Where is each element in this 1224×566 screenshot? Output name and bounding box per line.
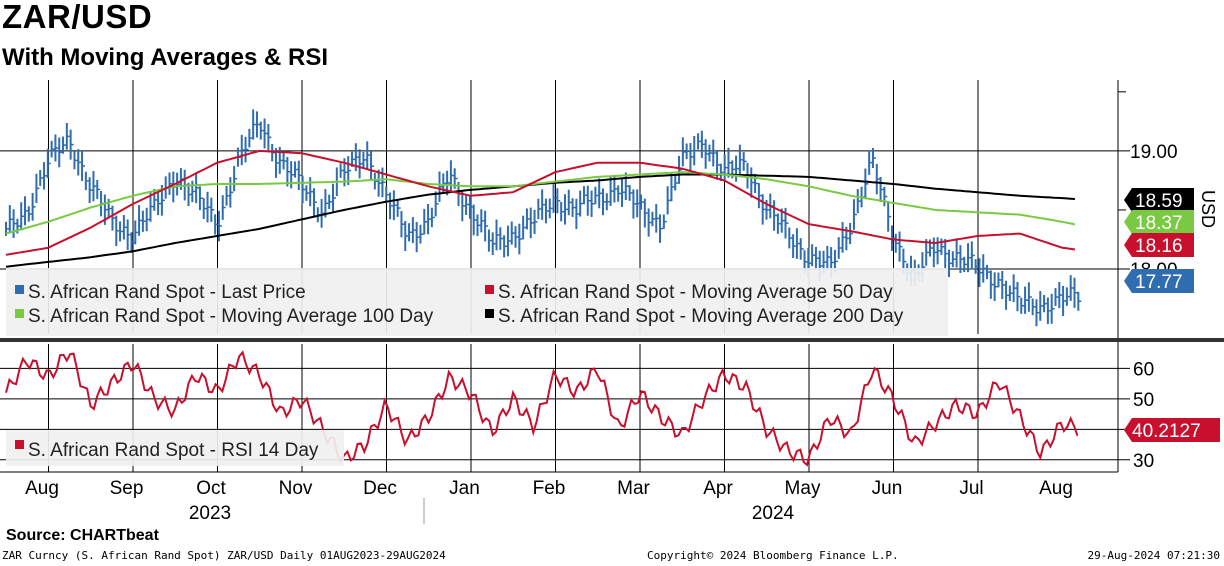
ma200-value: 18.59 [1135,191,1183,212]
ma50-tag [1124,233,1194,257]
last-price-tag [1124,269,1194,293]
ma200-tag [1124,188,1194,212]
legend-entry: S. African Rand Spot - Moving Average 10… [28,306,434,327]
rsi-series [5,350,1079,467]
legend-swatch [15,285,24,294]
month-label: Aug [1039,478,1073,499]
footer-right: 29-Aug-2024 07:21:30 [1087,549,1220,562]
month-label: Jan [449,478,480,499]
month-label: Apr [703,478,733,499]
ma100-tag [1124,210,1194,234]
rsi-tag [1124,418,1220,442]
year-label: 2024 [752,503,795,524]
month-label: Oct [196,478,226,499]
month-label: Dec [363,478,397,499]
price-legend-box [6,268,948,336]
last-price-value: 17.77 [1135,272,1183,293]
chart-title: ZAR/USD [2,0,153,35]
chart-subtitle: With Moving Averages & RSI [2,44,329,71]
year-label: 2023 [189,503,231,524]
moving-average-line [5,149,1076,256]
rsi-tick-label: 60 [1133,359,1154,380]
rsi-tick-label: 30 [1133,451,1154,472]
legend-swatch [485,309,494,318]
rsi-legend-box [6,430,344,466]
legend-entry: S. African Rand Spot - RSI 14 Day [28,440,319,461]
month-label: May [785,478,821,499]
month-label: Feb [533,478,566,499]
legend-entry: S. African Rand Spot - Moving Average 20… [498,306,904,327]
rsi-line [5,350,1079,467]
ma50-value: 18.16 [1135,236,1183,257]
legend-swatch [15,309,24,318]
source-note: Source: CHARTbeat [6,527,159,544]
month-label: Sep [110,478,144,499]
month-label: Jun [872,478,903,499]
moving-average-line [5,171,1076,235]
legend: S. African Rand Spot - Last Price S. Afri… [6,268,948,466]
panel-separator [0,338,1224,342]
legend-entry: S. African Rand Spot - Moving Average 50… [498,282,893,303]
y-axis-unit: USD [1198,190,1218,228]
footer-left: ZAR Curncy (S. African Rand Spot) ZAR/US… [2,549,446,562]
month-label: Aug [25,478,59,499]
month-label: Nov [279,478,313,499]
legend-swatch [485,285,494,294]
footer-center: Copyright© 2024 Bloomberg Finance L.P. [647,549,899,562]
rsi-tick-label: 50 [1133,390,1154,411]
legend-entry: S. African Rand Spot - Last Price [28,282,306,303]
month-label: Jul [959,478,983,499]
ma100-value: 18.37 [1135,213,1183,234]
price-series [5,109,1082,327]
month-label: Mar [617,478,650,499]
frame [0,80,1224,524]
legend-swatch [15,440,24,449]
rsi-value: 40.2127 [1132,421,1201,442]
price-tick-label: 19.00 [1130,142,1178,163]
